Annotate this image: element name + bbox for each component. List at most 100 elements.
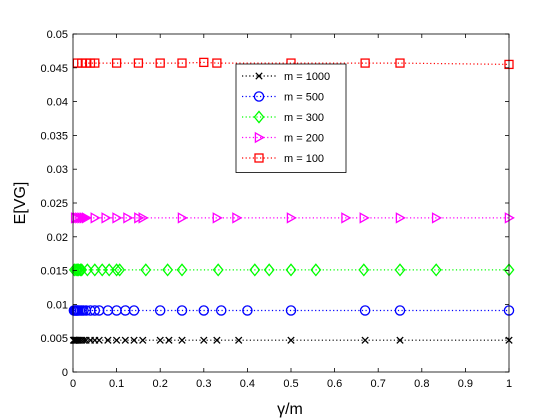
legend-label: m = 200	[284, 133, 324, 145]
series-2	[68, 263, 515, 277]
data-point	[215, 305, 227, 316]
data-point	[140, 263, 152, 277]
y-tick-label: 0.04	[47, 97, 68, 109]
data-point	[232, 212, 243, 224]
data-point	[359, 305, 371, 316]
data-point	[200, 336, 208, 344]
data-point	[123, 212, 134, 224]
data-point	[394, 263, 406, 277]
data-point	[90, 58, 100, 68]
data-point	[133, 58, 144, 68]
x-tick-label: 0	[70, 378, 76, 390]
data-point	[155, 58, 165, 68]
data-point	[177, 212, 188, 224]
legend-marker	[253, 110, 265, 124]
data-point	[358, 263, 370, 277]
y-tick-label: 0.045	[40, 63, 68, 75]
data-point	[176, 305, 188, 316]
y-tick-label: 0.035	[40, 130, 68, 142]
data-point	[154, 305, 166, 316]
x-tick-label: 0.8	[414, 378, 429, 390]
data-point	[81, 263, 93, 277]
y-tick-label: 0.03	[47, 164, 68, 176]
y-tick-label: 0.05	[47, 29, 68, 41]
data-point	[430, 263, 442, 277]
data-point	[394, 305, 406, 316]
data-point	[81, 212, 93, 224]
data-point	[128, 305, 140, 316]
legend-item: m = 200	[242, 131, 324, 145]
x-tick-label: 0.7	[371, 378, 386, 390]
data-point	[73, 263, 85, 277]
y-axis-label: E[VG]	[12, 182, 29, 225]
data-point	[78, 305, 89, 316]
legend-marker	[254, 131, 265, 144]
data-point	[112, 212, 123, 224]
data-point	[71, 263, 83, 277]
data-point	[361, 336, 369, 344]
data-point	[121, 336, 129, 344]
data-point	[199, 57, 209, 68]
x-tick-label: 0.3	[196, 378, 211, 390]
legend-marker	[253, 91, 265, 102]
axes-layer: 0 0.1 0.2 0.3 0.4 0.5 0.6 0.7 0.8 0.9 1 0 0.005 0.01 0…	[40, 29, 512, 390]
data-point	[162, 263, 174, 277]
legend-label: m = 500	[284, 92, 324, 104]
data-point	[74, 263, 86, 277]
data-point	[112, 336, 121, 344]
x-tick-label: 0.2	[153, 378, 168, 390]
y-tick-label: 0.005	[40, 333, 68, 345]
data-point	[101, 212, 112, 224]
data-point	[212, 212, 223, 224]
data-point	[396, 336, 404, 344]
data-point	[341, 212, 352, 224]
data-point	[310, 263, 322, 277]
data-point	[285, 305, 297, 316]
legend-item: m = 100	[242, 153, 324, 165]
legend: m = 1000 m = 500 m = 300 m = 200 m = 100	[235, 63, 347, 173]
data-point	[96, 263, 108, 277]
data-point	[89, 263, 101, 277]
data-point	[104, 336, 112, 344]
x-axis-label: γ/m	[277, 401, 303, 418]
data-point	[80, 336, 88, 344]
data-point	[111, 263, 123, 277]
x-tick-label: 0.1	[109, 378, 124, 390]
legend-marker	[255, 72, 263, 80]
y-tick-label: 0.025	[40, 198, 68, 210]
data-point	[263, 263, 275, 277]
data-point	[359, 212, 370, 224]
data-point	[287, 336, 295, 344]
data-point	[395, 58, 405, 68]
x-tick-label: 0.6	[327, 378, 342, 390]
data-point	[130, 336, 138, 344]
legend-label: m = 1000	[284, 71, 330, 83]
data-point	[89, 305, 101, 316]
y-tick-label: 0.01	[47, 299, 68, 311]
data-point	[242, 305, 253, 316]
series-line	[77, 61, 510, 65]
data-point	[139, 336, 147, 344]
data-point	[178, 336, 186, 344]
data-point	[198, 305, 210, 316]
data-point	[286, 212, 297, 224]
legend-marker	[254, 153, 264, 163]
x-tick-label: 0.9	[458, 378, 473, 390]
y-tick-label: 0.015	[40, 266, 68, 278]
series-4	[72, 57, 514, 70]
data-point	[156, 336, 164, 344]
data-point	[504, 212, 515, 224]
data-point	[103, 263, 115, 277]
data-point	[395, 212, 406, 224]
data-point	[360, 58, 370, 68]
data-point	[79, 212, 90, 224]
legend-label: m = 300	[284, 112, 324, 124]
data-point	[111, 58, 122, 68]
data-point	[90, 212, 101, 224]
legend-item: m = 300	[242, 110, 324, 124]
series-3	[70, 212, 515, 224]
legend-item: m = 1000	[242, 71, 330, 83]
x-tick-label: 0.4	[240, 378, 255, 390]
